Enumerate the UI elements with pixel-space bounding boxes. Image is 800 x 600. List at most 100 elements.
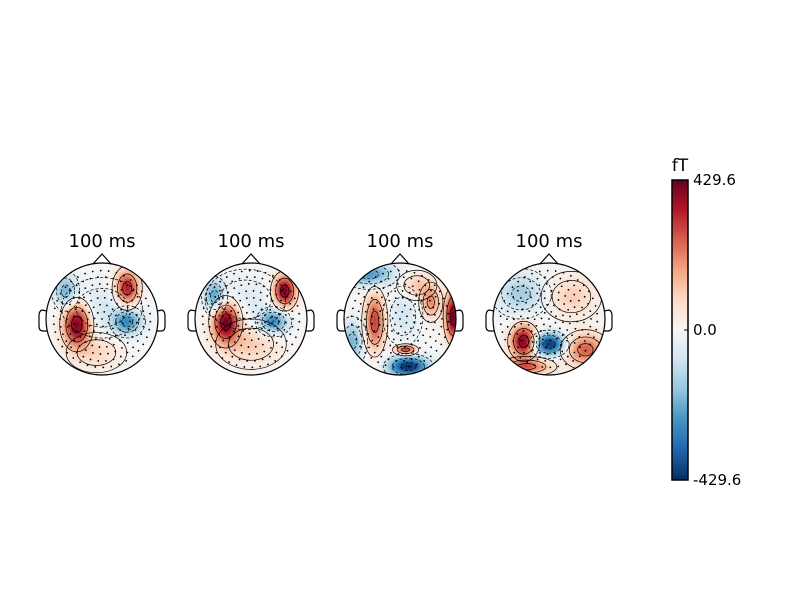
sensor-dot xyxy=(511,286,514,289)
sensor-dot xyxy=(550,310,553,313)
nose-outline xyxy=(91,253,113,266)
sensor-dot xyxy=(543,290,546,293)
sensor-dot xyxy=(380,280,383,283)
sensor-dot xyxy=(531,349,534,352)
sensor-dot xyxy=(576,279,579,281)
sensor-dot xyxy=(264,271,267,274)
topomap-4: 100 ms xyxy=(485,231,613,376)
sensor-dot xyxy=(526,336,529,338)
sensor-dot xyxy=(275,306,278,309)
contour-line xyxy=(347,333,358,350)
sensor-dot xyxy=(106,331,109,334)
sensor-dot xyxy=(367,303,369,306)
sensor-dot xyxy=(111,327,114,330)
sensor-dot xyxy=(581,306,584,309)
contour-line xyxy=(535,334,563,354)
sensor-dot xyxy=(232,330,235,333)
sensor-dot xyxy=(372,308,375,311)
sensor-dot xyxy=(214,296,217,298)
contour-line xyxy=(507,320,541,362)
contour-line xyxy=(528,329,570,359)
sensor-dot xyxy=(424,351,427,354)
sensor-dot xyxy=(65,318,68,321)
contour-line xyxy=(204,268,287,330)
sensor-dot xyxy=(78,345,81,347)
sensor-dot xyxy=(548,318,550,320)
sensor-dot xyxy=(404,331,407,334)
sensor-dot xyxy=(417,355,420,358)
sensor-dot xyxy=(149,312,152,315)
sensor-dot xyxy=(260,327,263,330)
sensor-dot xyxy=(499,323,502,326)
sensor-dot xyxy=(528,310,531,313)
sensor-dot xyxy=(429,355,432,358)
sensor-dot xyxy=(285,295,288,298)
sensor-dot xyxy=(70,280,73,283)
sensor-dot xyxy=(377,317,380,319)
sensor-dot xyxy=(148,328,151,331)
sensor-dot xyxy=(396,346,399,348)
sensor-dot xyxy=(370,357,373,359)
sensor-dot xyxy=(296,304,299,307)
sensor-dot xyxy=(261,358,264,361)
sensor-dot xyxy=(390,306,393,309)
sensor-dot xyxy=(382,341,385,343)
right-ear-outline xyxy=(454,309,464,332)
sensor-dot xyxy=(121,346,123,349)
sensor-dot xyxy=(284,314,287,316)
sensor-dot xyxy=(247,283,250,285)
sensor-dot xyxy=(233,287,236,290)
sensor-dot xyxy=(134,329,137,331)
sensor-dot xyxy=(248,353,251,355)
sensor-dot xyxy=(411,285,414,288)
sensor-dot xyxy=(549,366,552,369)
sensor-dot xyxy=(591,297,594,300)
sensor-dot xyxy=(590,317,592,320)
sensor-dot xyxy=(569,300,572,302)
sensor-dot xyxy=(231,280,234,283)
sensor-dot xyxy=(98,346,101,348)
sensor-dot xyxy=(239,299,242,302)
sensor-dot xyxy=(298,320,301,323)
sensor-dot xyxy=(82,355,85,358)
sensor-dot xyxy=(512,318,515,321)
sensor-dot xyxy=(386,335,389,338)
sensor-dot xyxy=(434,295,437,298)
contour-line xyxy=(389,296,417,336)
sensor-dot xyxy=(544,276,546,279)
sensor-dot xyxy=(89,277,92,280)
sensor-dot xyxy=(504,338,507,341)
sensor-dot xyxy=(241,306,244,309)
sensor-dot xyxy=(546,353,549,355)
sensor-dot xyxy=(589,325,592,328)
sensor-dot xyxy=(541,366,544,368)
sensor-dot xyxy=(101,318,103,320)
topomaps: 100 ms 100 ms 100 ms 100 ms xyxy=(38,231,613,376)
sensor-dot xyxy=(263,314,266,317)
sensor-dot xyxy=(508,345,511,348)
sensor-dot xyxy=(233,349,236,352)
sensor-dot xyxy=(435,349,438,352)
sensor-dot xyxy=(79,361,82,364)
sensor-dot xyxy=(581,329,584,331)
sensor-dot xyxy=(136,321,138,324)
sensor-dot xyxy=(122,315,125,318)
sensor-dot xyxy=(222,322,225,325)
sensor-dot xyxy=(422,334,424,337)
sensor-dot xyxy=(394,297,397,300)
left-ear-outline xyxy=(485,309,495,332)
sensor-dot xyxy=(561,350,564,353)
sensor-dot xyxy=(512,340,515,343)
sensor-dot xyxy=(227,301,229,304)
sensor-dot xyxy=(275,284,278,287)
sensor-dot xyxy=(265,303,268,305)
sensor-dot xyxy=(418,308,421,311)
contour-line xyxy=(418,281,444,323)
sensor-dot xyxy=(417,280,420,283)
sensor-dot xyxy=(114,334,117,337)
sensor-dot xyxy=(410,277,413,280)
sensor-dot xyxy=(247,346,250,348)
sensor-dot xyxy=(541,338,544,341)
sensor-dot xyxy=(117,295,120,297)
sensor-dot xyxy=(400,325,402,328)
